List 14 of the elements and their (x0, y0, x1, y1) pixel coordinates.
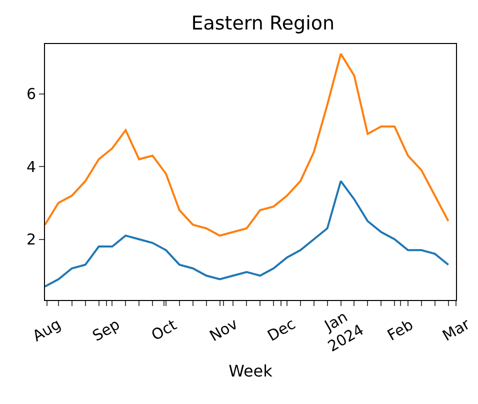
x-tick-label: Nov (206, 314, 241, 346)
x-tick-label: Dec (264, 314, 299, 345)
y-tick-label: 6 (26, 85, 36, 104)
x-tick-label: Aug (30, 315, 64, 346)
x-tick-label: Feb (384, 316, 416, 344)
chart-title: Eastern Region (191, 12, 335, 34)
line-series (45, 52, 450, 237)
x-axis-title: Week (228, 362, 274, 381)
x-tick-label: Sep (89, 315, 123, 346)
y-tick-label: 4 (26, 158, 36, 176)
x-tick-label: Oct (148, 316, 180, 344)
line-series (45, 180, 450, 288)
y-tick-label: 2 (26, 230, 36, 249)
x-tick-label: Mar (439, 314, 474, 345)
